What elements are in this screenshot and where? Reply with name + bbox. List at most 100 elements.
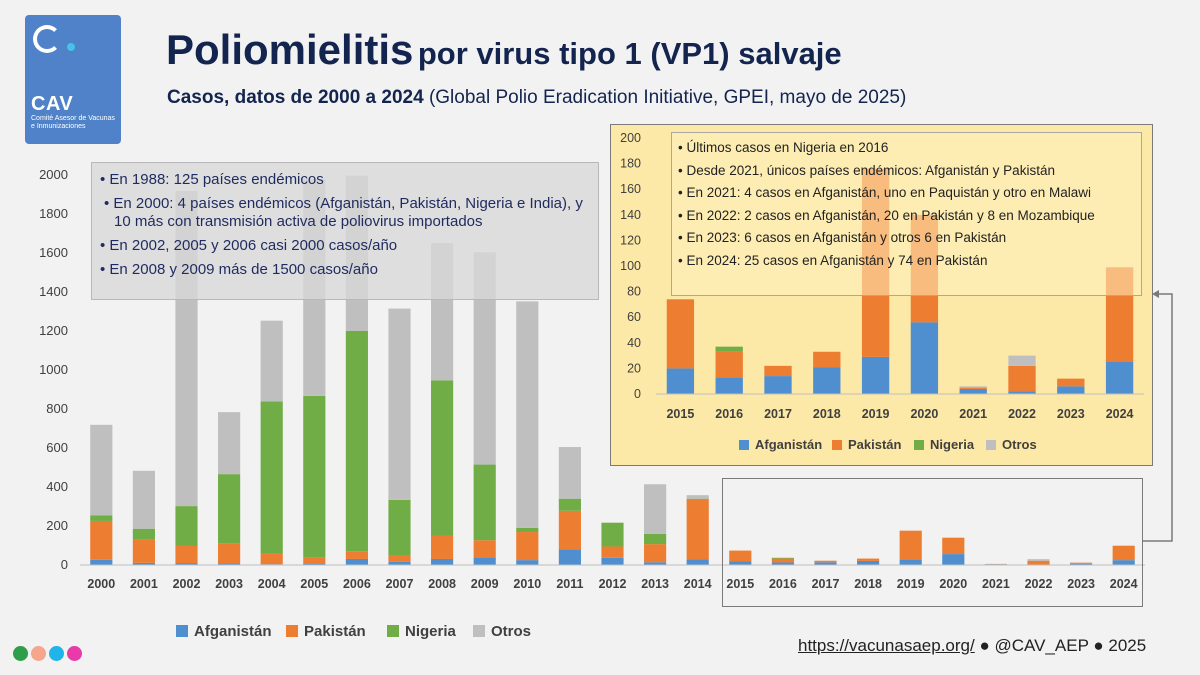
main-xtick-label: 2015	[726, 577, 754, 591]
page-title: Poliomielitis por virus tipo 1 (VP1) sal…	[166, 26, 842, 74]
inset-xtick-label: 2019	[862, 407, 890, 421]
main-bar-nigeria-2007	[388, 499, 411, 556]
main-bar-pakistan-2003	[218, 543, 241, 564]
main-bar-otros-2004	[260, 320, 283, 402]
main-bar-pakistan-2024	[1112, 545, 1135, 561]
main-xtick-label: 2004	[258, 577, 286, 591]
main-xtick-label: 2006	[343, 577, 371, 591]
main-legend-label-afganistan: Afganistán	[194, 623, 272, 640]
main-xtick-label: 2020	[939, 577, 967, 591]
main-bar-pakistan-2006	[345, 551, 368, 559]
main-xtick-label: 2018	[854, 577, 882, 591]
inset-bar-afganistan-2017	[764, 376, 792, 394]
main-bar-nigeria-2014	[686, 498, 709, 500]
main-xtick-label: 2019	[897, 577, 925, 591]
inset-legend-swatch-otros	[986, 440, 996, 450]
main-legend-label-otros: Otros	[491, 623, 531, 640]
note-inset-2-text: Desde 2021, únicos países endémicos: Afg…	[686, 162, 1055, 178]
inset-xtick-label: 2024	[1106, 407, 1134, 421]
main-bar-nigeria-2010	[516, 527, 539, 533]
inset-bar-pakistan-2018	[813, 351, 841, 368]
main-ytick-label: 1200	[39, 323, 68, 338]
zoom-selection-box	[722, 478, 1143, 607]
main-bar-afganistan-2011	[558, 549, 581, 565]
main-bar-otros-2013	[644, 484, 667, 534]
main-legend-swatch-afganistan	[176, 625, 188, 637]
main-bar-pakistan-2016	[771, 558, 794, 563]
main-bar-afganistan-2012	[601, 557, 624, 565]
note-main-2: • En 2000: 4 países endémicos (Afganistá…	[104, 195, 583, 230]
footer-handle: @CAV_AEP	[994, 636, 1089, 655]
main-bar-otros-2003	[218, 412, 241, 475]
main-bar-pakistan-2013	[644, 544, 667, 563]
main-xtick-label: 2000	[87, 577, 115, 591]
main-bar-otros-2011	[558, 447, 581, 499]
main-bar-afganistan-2016	[771, 562, 794, 565]
inset-ytick-label: 80	[627, 285, 641, 299]
logo-ring-icon	[33, 25, 61, 53]
main-xtick-label: 2013	[641, 577, 669, 591]
main-bar-nigeria-2006	[345, 331, 368, 552]
main-xtick-label: 2016	[769, 577, 797, 591]
inset-bar-nigeria-2016	[715, 346, 743, 352]
main-bar-nigeria-2016	[771, 557, 794, 559]
main-bar-nigeria-2004	[260, 401, 283, 554]
main-ytick-label: 200	[46, 518, 68, 533]
main-ytick-label: 400	[46, 479, 68, 494]
main-bar-afganistan-2024	[1112, 560, 1135, 565]
main-bar-pakistan-2023	[1070, 562, 1093, 564]
note-inset-4: • En 2022: 2 casos en Afganistán, 20 en …	[678, 207, 1095, 223]
main-xtick-label: 2008	[428, 577, 456, 591]
main-bar-pakistan-2015	[729, 550, 752, 562]
footer-separator-2: ●	[1093, 636, 1104, 655]
note-main-3: • En 2002, 2005 y 2006 casi 2000 casos/a…	[100, 237, 398, 254]
logo-subtitle: Comité Asesor de Vacunas e Inmunizacione…	[31, 115, 115, 130]
note-main-1-text: En 1988: 125 países endémicos	[109, 171, 324, 188]
inset-legend-swatch-afganistan	[739, 440, 749, 450]
logo-dot-icon	[67, 43, 75, 51]
main-bar-nigeria-2001	[132, 528, 155, 540]
main-xtick-label: 2010	[513, 577, 541, 591]
main-ytick-label: 2000	[39, 167, 68, 182]
main-xtick-label: 2024	[1110, 577, 1138, 591]
main-xtick-label: 2012	[599, 577, 627, 591]
main-bar-nigeria-2011	[558, 498, 581, 511]
footer-link[interactable]: https://vacunasaep.org/	[798, 636, 975, 655]
main-bar-nigeria-2012	[601, 522, 624, 547]
inset-legend-swatch-pakistan	[832, 440, 842, 450]
inset-bar-pakistan-2021	[959, 387, 987, 389]
main-bar-otros-2007	[388, 308, 411, 500]
inset-ytick-label: 0	[634, 387, 641, 401]
note-inset-1: • Últimos casos en Nigeria en 2016	[678, 140, 889, 155]
main-bar-afganistan-2001	[132, 562, 155, 565]
inset-legend-label-otros: Otros	[1002, 437, 1037, 452]
inset-ytick-label: 20	[627, 361, 641, 375]
main-bar-pakistan-2000	[90, 520, 113, 560]
footer-separator-1: ●	[979, 636, 990, 655]
inset-ytick-label: 160	[620, 182, 641, 196]
inset-ytick-label: 40	[627, 336, 641, 350]
main-bar-afganistan-2009	[473, 557, 496, 565]
inset-bar-afganistan-2022	[1008, 391, 1036, 394]
inset-legend-label-pakistan: Pakistán	[848, 437, 902, 452]
main-bar-pakistan-2020	[942, 537, 965, 555]
note-inset-2: • Desde 2021, únicos países endémicos: A…	[678, 162, 1055, 178]
main-xtick-label: 2021	[982, 577, 1010, 591]
page-subtitle: Casos, datos de 2000 a 2024 (Global Poli…	[167, 87, 906, 109]
note-inset-5-text: En 2023: 6 casos en Afganistán y otros 6…	[686, 230, 1007, 245]
main-bar-afganistan-2010	[516, 560, 539, 565]
main-ytick-label: 1000	[39, 362, 68, 377]
main-bar-nigeria-2002	[175, 506, 198, 546]
inset-bar-otros-2022	[1008, 355, 1036, 366]
title-main: Poliomielitis	[166, 26, 414, 73]
main-bar-otros-2014	[686, 495, 709, 499]
main-bar-afganistan-2019	[899, 559, 922, 565]
inset-legend-label-afganistan: Afganistán	[755, 437, 822, 452]
inset-bar-pakistan-2023	[1057, 378, 1085, 387]
main-legend-swatch-nigeria	[387, 625, 399, 637]
note-inset-1-text: Últimos casos en Nigeria en 2016	[686, 140, 889, 155]
main-bar-afganistan-2003	[218, 563, 241, 565]
main-xtick-label: 2003	[215, 577, 243, 591]
main-ytick-label: 1600	[39, 245, 68, 260]
